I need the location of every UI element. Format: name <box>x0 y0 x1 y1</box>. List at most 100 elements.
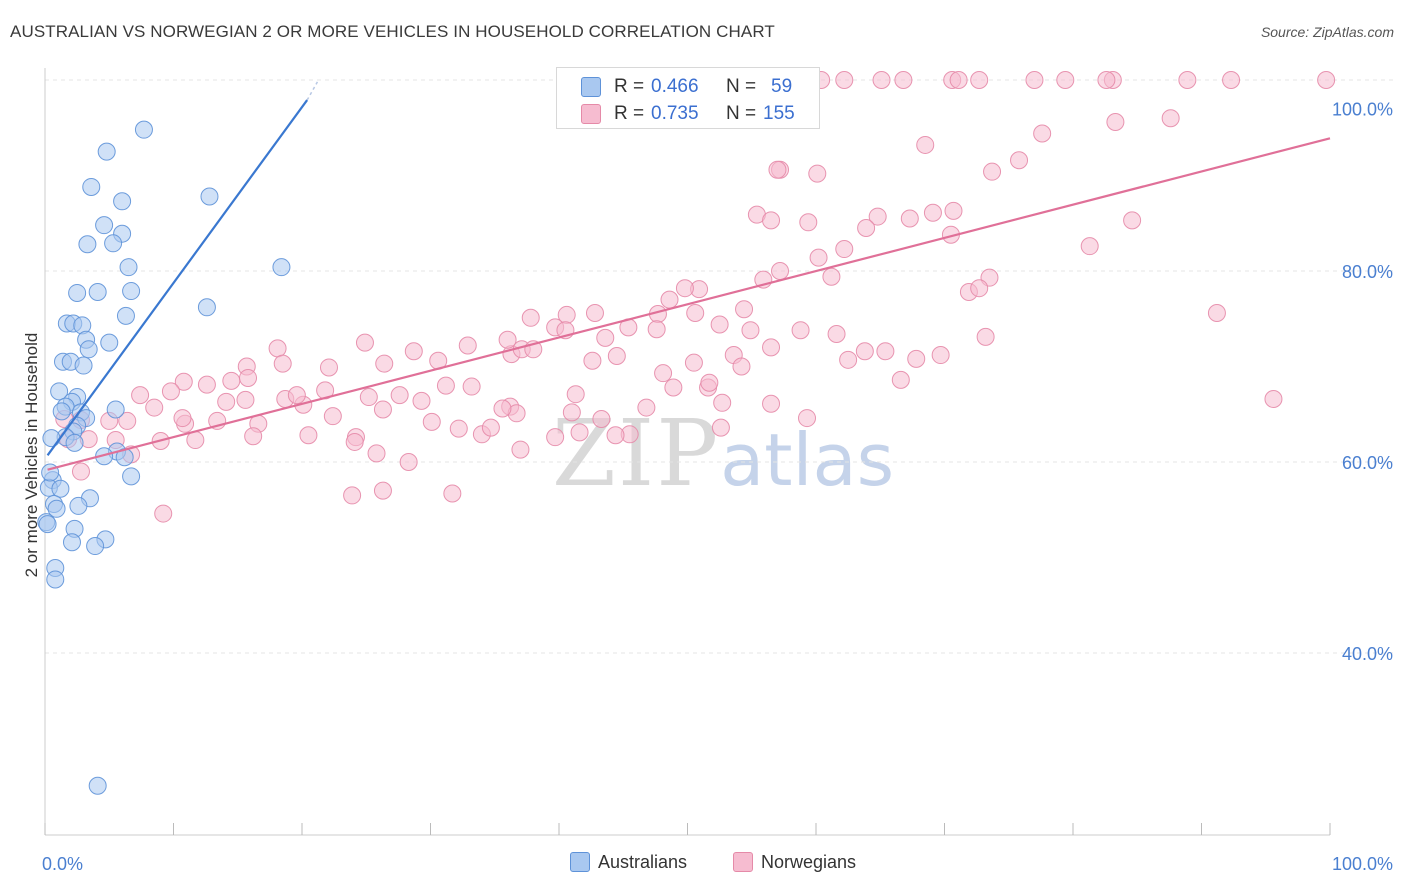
y-tick-label: 80.0% <box>1342 262 1393 282</box>
norwegians-point <box>907 349 926 368</box>
norwegians-point <box>1264 389 1283 408</box>
norwegians-point <box>390 386 409 405</box>
norwegians-point <box>343 486 362 505</box>
australians-point <box>74 356 93 375</box>
norwegians-point <box>684 353 703 372</box>
australians-point <box>78 235 97 254</box>
norwegians-point <box>983 162 1002 181</box>
australians-trend-extension <box>306 81 319 101</box>
norwegians-point <box>970 71 989 89</box>
n-value: 155 <box>763 103 795 124</box>
norwegians-point <box>323 407 342 426</box>
norwegians-point <box>359 388 378 407</box>
y-tick-label: 60.0% <box>1342 453 1393 473</box>
y-tick-label: 40.0% <box>1342 644 1393 664</box>
norwegians-point <box>521 308 540 327</box>
norwegians-point <box>481 418 500 437</box>
norwegians-point <box>768 160 787 179</box>
australians-point <box>134 120 153 139</box>
norwegians-trend-line <box>47 137 1331 471</box>
norwegians-point <box>585 304 604 323</box>
australians-point <box>68 283 87 302</box>
norwegians-point <box>700 373 719 392</box>
legend-row-norwegians: R = 0.735 N = 155 <box>557 101 819 127</box>
norwegians-point <box>732 357 751 376</box>
norwegians-point <box>647 320 666 339</box>
chart-title: AUSTRALIAN VS NORWEGIAN 2 OR MORE VEHICL… <box>10 22 775 41</box>
norwegians-point <box>762 394 781 413</box>
norwegians-point <box>876 342 895 361</box>
australians-point <box>88 776 107 795</box>
australians-point <box>106 400 125 419</box>
n-label: N = <box>726 103 757 124</box>
norwegians-point <box>872 71 891 89</box>
norwegians-swatch <box>733 852 753 872</box>
norwegians-point <box>498 330 517 349</box>
norwegians-point <box>1025 71 1044 89</box>
legend-item-australians[interactable]: Australians <box>570 852 687 873</box>
norwegians-point <box>217 392 236 411</box>
australians-point <box>42 429 61 448</box>
norwegians-point <box>373 481 392 500</box>
norwegians-swatch <box>581 104 601 124</box>
norwegians-point <box>675 279 694 298</box>
r-label: R = <box>614 76 645 97</box>
norwegians-point <box>822 267 841 286</box>
norwegians-point <box>1178 71 1197 89</box>
norwegians-point <box>1123 211 1142 230</box>
norwegians-point <box>710 315 729 334</box>
norwegians-point <box>367 444 386 463</box>
australians-point <box>69 496 88 515</box>
correlation-legend: R = 0.466 N = 59 R = 0.735 N = 155 <box>556 67 820 129</box>
norwegians-point <box>637 398 656 417</box>
australians-point <box>38 515 57 534</box>
norwegians-point <box>412 391 431 410</box>
australians-point <box>51 479 70 498</box>
australians-swatch <box>581 77 601 97</box>
norwegians-point <box>1080 237 1099 256</box>
norwegians-point <box>355 333 374 352</box>
australians-point <box>97 142 116 161</box>
norwegians-point <box>1207 304 1226 323</box>
australians-point <box>52 402 71 421</box>
australians-point <box>122 467 141 486</box>
norwegians-point <box>422 412 441 431</box>
norwegians-point <box>735 300 754 319</box>
x-tick-label: 0.0% <box>42 854 83 874</box>
norwegians-point <box>835 71 854 89</box>
norwegians-point <box>161 382 180 401</box>
australians-point <box>197 298 216 317</box>
australians-point <box>62 533 81 552</box>
norwegians-point <box>462 377 481 396</box>
norwegians-point <box>944 201 963 220</box>
norwegians-point <box>1106 113 1125 132</box>
norwegians-point <box>1010 151 1029 170</box>
norwegians-point <box>287 386 306 405</box>
norwegians-point <box>900 209 919 228</box>
norwegians-point <box>273 354 292 373</box>
norwegians-point <box>976 327 995 346</box>
norwegians-point <box>855 342 874 361</box>
norwegians-point <box>857 219 876 238</box>
norwegians-point <box>741 321 760 340</box>
norwegians-point <box>835 240 854 259</box>
norwegians-point <box>606 426 625 445</box>
norwegians-point <box>592 410 611 429</box>
australians-swatch <box>570 852 590 872</box>
norwegians-points <box>55 71 1336 523</box>
norwegians-point <box>607 346 626 365</box>
r-value: 0.735 <box>651 103 699 124</box>
norwegians-point <box>868 207 887 226</box>
norwegians-point <box>1222 71 1241 89</box>
norwegians-point <box>711 418 730 437</box>
legend-item-norwegians[interactable]: Norwegians <box>733 852 856 873</box>
norwegians-point <box>654 364 673 383</box>
norwegians-point <box>118 411 137 430</box>
norwegians-point <box>664 378 683 397</box>
norwegians-point <box>443 484 462 503</box>
norwegians-point <box>809 248 828 267</box>
norwegians-point <box>713 393 732 412</box>
norwegians-point <box>1033 124 1052 143</box>
norwegians-point <box>791 321 810 340</box>
